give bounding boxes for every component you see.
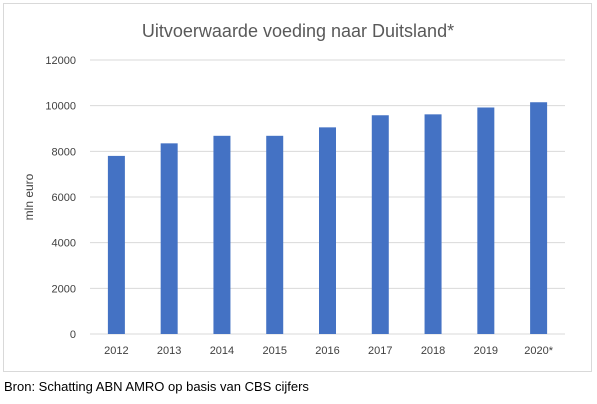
bar-2014 [213, 135, 231, 334]
x-tick-label: 2020* [524, 345, 553, 357]
y-tick-label: 10000 [45, 101, 76, 113]
y-tick-label: 6000 [52, 192, 76, 204]
y-tick-label: 12000 [45, 55, 76, 67]
y-tick-label: 8000 [52, 146, 76, 158]
x-tick-label: 2016 [315, 345, 339, 357]
y-tick-label: 4000 [52, 238, 76, 250]
bar-2017 [371, 115, 389, 334]
y-tick-label: 2000 [52, 283, 76, 295]
y-axis-ticks: 0 2000 4000 6000 8000 10000 12000 [45, 55, 76, 341]
x-tick-label: 2012 [104, 345, 128, 357]
x-tick-label: 2013 [157, 345, 181, 357]
bar-2016 [319, 127, 336, 334]
bar-2020 [530, 102, 548, 334]
bar-2018 [424, 114, 442, 335]
chart-title: Uitvoerwaarde voeding naar Duitsland* [142, 21, 454, 41]
x-tick-label: 2015 [262, 345, 286, 357]
x-tick-label: 2014 [210, 345, 234, 357]
bars [107, 102, 548, 335]
bar-2012 [107, 155, 125, 334]
source-note: Bron: Schatting ABN AMRO op basis van CB… [4, 379, 309, 394]
bar-2019 [477, 107, 495, 334]
x-axis-ticks: 2012 2013 2014 2015 2016 2017 2018 2019 2020* [104, 345, 554, 357]
bar-2015 [266, 135, 284, 334]
x-tick-label: 2018 [421, 345, 445, 357]
x-tick-label: 2019 [474, 345, 498, 357]
y-axis-label: mln euro [22, 173, 36, 220]
y-tick-label: 0 [70, 329, 76, 341]
x-tick-label: 2017 [368, 345, 392, 357]
bar-chart: Uitvoerwaarde voeding naar Duitsland* 0 2… [22, 21, 565, 357]
bar-2013 [160, 143, 178, 334]
